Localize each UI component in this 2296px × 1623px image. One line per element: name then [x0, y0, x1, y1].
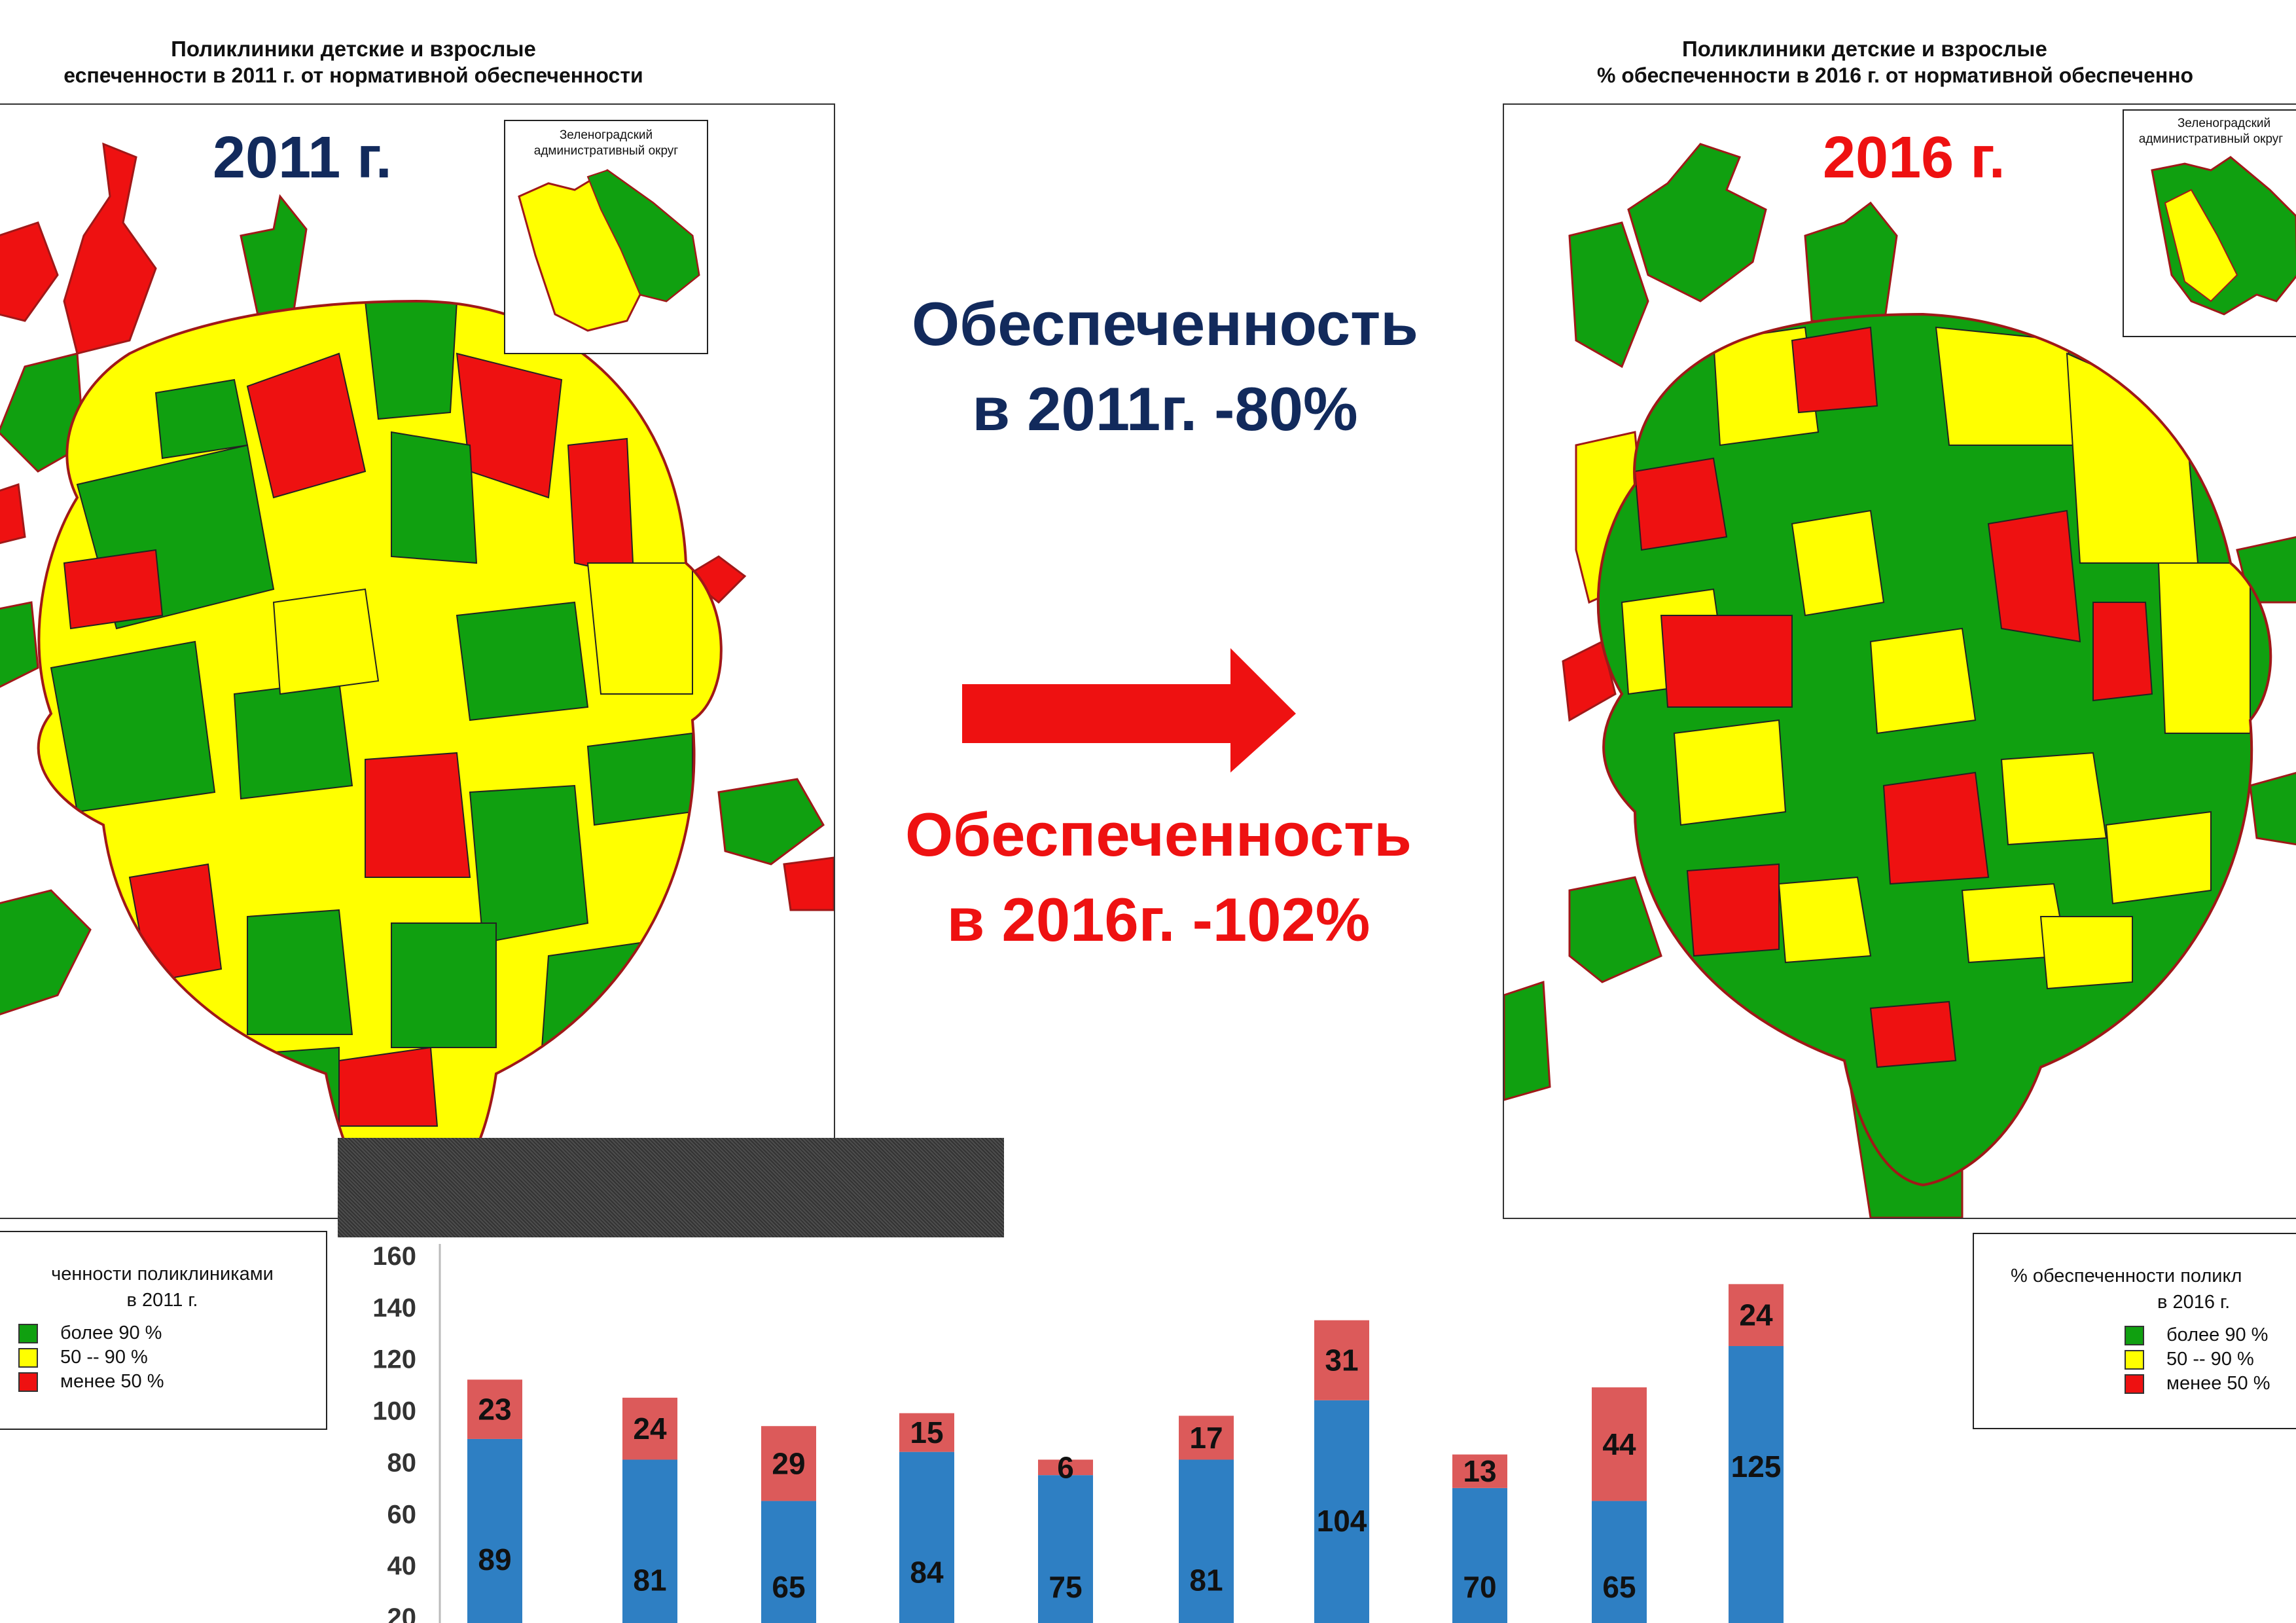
legend-right-title-line1: % обеспеченности поликл — [2011, 1266, 2242, 1286]
left-inset-label-line1: Зеленоградский — [560, 128, 653, 142]
bar-segment-top — [1592, 1387, 1647, 1501]
bar-segment-top — [899, 1413, 954, 1452]
stat-2011: Обеспеченность в 2011г. -80% — [825, 282, 1505, 452]
bar-segment-top — [1729, 1284, 1784, 1346]
bar-label-base: 89 — [478, 1542, 511, 1577]
stat-2016-line1: Обеспеченность — [905, 800, 1412, 869]
bar-label-top: 15 — [910, 1415, 943, 1450]
bar-segment-top — [1452, 1454, 1507, 1488]
legend-left-label-green: более 90 % — [60, 1322, 162, 1343]
y-tick-label: 60 — [387, 1500, 417, 1529]
bar-label-top: 24 — [633, 1412, 667, 1446]
bar-segment-base — [1314, 1400, 1369, 1623]
bar-segment-base — [1592, 1501, 1647, 1623]
bar-segment-base — [467, 1438, 522, 1623]
bar-label-top: 24 — [1739, 1298, 1773, 1332]
legend-swatch-red — [2125, 1374, 2144, 1394]
bar-segment-top — [467, 1379, 522, 1439]
bar-label-base: 75 — [1049, 1570, 1082, 1604]
bar-segment-base — [1038, 1475, 1093, 1623]
right-arrow-icon — [962, 648, 1296, 773]
right-map-year: 2016 г. — [1823, 125, 2005, 191]
legend-right: % обеспеченности поликл в 2016 г. более … — [1973, 1233, 2296, 1429]
right-map-title-line1: Поликлиники детские и взрослые — [1682, 37, 2047, 61]
bar-segment-base — [899, 1451, 954, 1623]
bar-segment-top — [1179, 1415, 1234, 1460]
legend-right-item-yellow: 50 -- 90 % — [2125, 1349, 2296, 1370]
bar-segment-base — [1452, 1487, 1507, 1623]
bar-label-base: 104 — [1317, 1504, 1367, 1538]
y-tick-label: 140 — [372, 1294, 416, 1322]
y-tick-label: 160 — [372, 1242, 416, 1271]
legend-swatch-green — [2125, 1325, 2144, 1345]
bar-label-base: 65 — [772, 1570, 805, 1604]
left-inset-label-line2: административный округ — [534, 144, 679, 158]
right-map-frame: Зеленоградский административный округ — [1503, 103, 2296, 1219]
legend-left-title-line1: ченности поликлиниками — [51, 1264, 274, 1285]
right-inset-label-line1: Зеленоградский — [2178, 117, 2270, 130]
legend-right-item-red: менее 50 % — [2125, 1373, 2296, 1395]
legend-left-label-red: менее 50 % — [60, 1371, 164, 1392]
stat-2016: Обеспеченность в 2016г. -102% — [812, 792, 1505, 962]
y-tick-label: 40 — [387, 1552, 417, 1580]
legend-left-item-red: менее 50 % — [18, 1371, 326, 1393]
bar-label-base: 65 — [1602, 1570, 1636, 1604]
bar-segment-base — [1179, 1459, 1234, 1623]
bar-segment-base — [622, 1459, 677, 1623]
left-map: Зеленоградский административный округ — [0, 120, 835, 1219]
bar-segment-top — [1038, 1459, 1093, 1476]
stat-2011-line2: в 2011г. -80% — [972, 374, 1358, 443]
legend-left: ченности поликлиниками в 2011 г. более 9… — [0, 1231, 327, 1430]
y-tick-label: 80 — [387, 1448, 417, 1477]
legend-left-label-yellow: 50 -- 90 % — [60, 1347, 148, 1368]
bar-label-base: 81 — [1189, 1563, 1223, 1597]
legend-left-item-yellow: 50 -- 90 % — [18, 1347, 326, 1368]
bar-label-top: 23 — [478, 1393, 511, 1427]
left-map-title-line1: Поликлиники детские и взрослые — [171, 37, 536, 61]
legend-swatch-green — [18, 1323, 38, 1343]
bar-label-base: 125 — [1731, 1450, 1782, 1484]
left-map-year: 2011 г. — [213, 125, 392, 191]
bar-label-base: 81 — [633, 1563, 666, 1597]
right-map: Зеленоградский административный округ — [1503, 109, 2296, 1219]
legend-right-label-red: менее 50 % — [2166, 1373, 2270, 1394]
bar-chart: 160 140 120 100 80 60 40 20 23 89 24 81 29 65 15 84 6 75 1… — [372, 1242, 1784, 1623]
left-map-frame: Зеленоградский административный округ — [0, 103, 835, 1219]
stat-2011-line1: Обеспеченность — [912, 289, 1418, 358]
legend-left-title-line2: в 2011 г. — [126, 1290, 198, 1311]
bar-label-top: 6 — [1057, 1450, 1074, 1484]
legend-right-label-yellow: 50 -- 90 % — [2166, 1349, 2254, 1370]
legend-swatch-yellow — [2125, 1349, 2144, 1370]
bar-segment-top — [1314, 1320, 1369, 1400]
legend-right-title-line2: в 2016 г. — [2157, 1292, 2231, 1313]
bar-label-top: 17 — [1189, 1421, 1223, 1455]
right-map-title: Поликлиники детские и взрослые % обеспеч… — [1492, 36, 2296, 88]
bar-label-base: 84 — [910, 1556, 944, 1590]
bar-segment-top — [622, 1397, 677, 1460]
stat-2016-line2: в 2016г. -102% — [946, 885, 1371, 954]
y-tick-label: 120 — [372, 1345, 416, 1374]
legend-swatch-yellow — [18, 1347, 38, 1368]
bar-label-top: 44 — [1602, 1427, 1636, 1461]
bar-segment-base — [761, 1501, 816, 1623]
bar-label-top: 31 — [1325, 1343, 1358, 1377]
left-map-title: Поликлиники детские и взрослые еспеченно… — [0, 36, 707, 88]
y-tick-label: 20 — [387, 1603, 417, 1623]
bar-label-base: 70 — [1463, 1570, 1496, 1604]
obscured-label-box — [338, 1138, 1004, 1237]
bar-label-top: 29 — [772, 1446, 805, 1480]
y-tick-label: 100 — [372, 1397, 416, 1426]
bar-label-top: 13 — [1463, 1454, 1496, 1488]
bar-segment-top — [761, 1426, 816, 1501]
right-inset-label-line2: административный округ — [2139, 132, 2284, 146]
legend-left-item-green: более 90 % — [18, 1322, 326, 1344]
legend-right-item-green: более 90 % — [2125, 1324, 2296, 1346]
left-map-title-line2: еспеченности в 2011 г. от нормативной об… — [63, 64, 643, 87]
legend-swatch-red — [18, 1372, 38, 1392]
right-map-title-line2: % обеспеченности в 2016 г. от нормативно… — [1597, 64, 2194, 87]
legend-right-label-green: более 90 % — [2166, 1324, 2269, 1345]
bar-segment-base — [1729, 1346, 1784, 1623]
